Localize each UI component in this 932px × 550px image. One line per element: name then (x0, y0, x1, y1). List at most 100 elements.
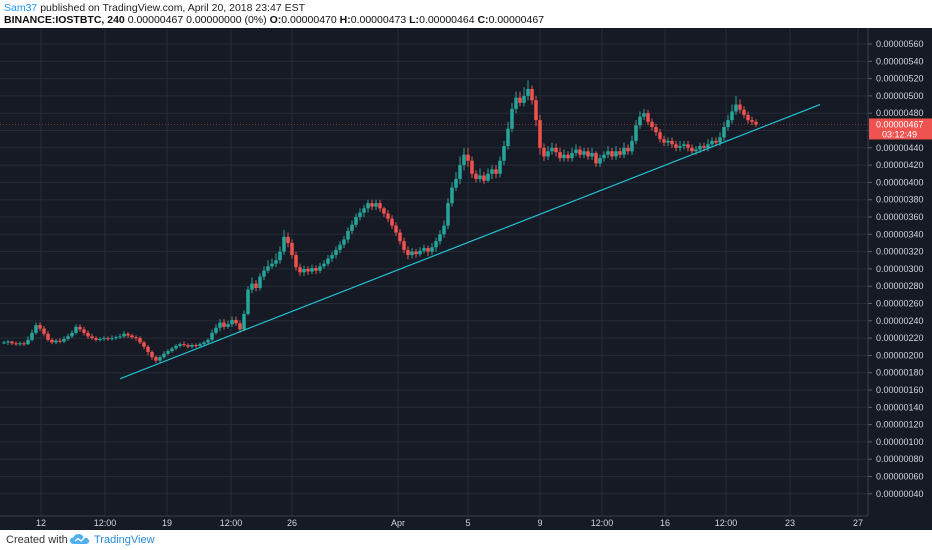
candle-body (378, 203, 382, 209)
y-tick-label: 0.00000040 (876, 489, 924, 499)
y-tick-label: 0.00000180 (876, 368, 924, 378)
author-link[interactable]: Sam37 (4, 2, 38, 14)
candle-body (90, 336, 94, 339)
candle-body (698, 146, 702, 150)
candle-body (310, 268, 314, 272)
candle-body (658, 132, 662, 140)
candle-body (706, 144, 710, 148)
candle-body (438, 234, 442, 242)
symbol-name: BINANCE:IOSTBTC, 240 (4, 14, 125, 26)
candle-body (190, 345, 194, 347)
symbol-line: BINANCE:IOSTBTC, 240 0.00000467 0.000000… (4, 14, 544, 26)
candle-body (78, 326, 82, 330)
candle-body (666, 140, 670, 143)
candle-body (430, 247, 434, 252)
trendline-layer (119, 103, 821, 380)
x-tick-label: 19 (162, 518, 172, 528)
candle-body (94, 338, 98, 340)
candle-body (746, 114, 750, 121)
candle-body (702, 146, 706, 148)
candle-body (502, 146, 506, 161)
candle-body (62, 338, 66, 342)
candles (2, 80, 758, 364)
candle-body (654, 127, 658, 133)
published-text: published on TradingView.com, April 20, … (40, 2, 306, 14)
candle-body (398, 232, 402, 242)
candle-body (394, 225, 398, 233)
y-tick-label: 0.00000200 (876, 350, 924, 360)
candle-body (642, 113, 646, 117)
candle-body (694, 149, 698, 152)
countdown-label: 03:12:49 (882, 129, 917, 139)
y-tick-label: 0.00000340 (876, 229, 924, 239)
candle-body (434, 241, 438, 248)
candle-body (566, 154, 570, 159)
y-tick-label: 0.00000420 (876, 160, 924, 170)
y-tick-label: 0.00000540 (876, 56, 924, 66)
y-tick-label: 0.00000440 (876, 143, 924, 153)
candle-body (70, 332, 74, 337)
candle-body (106, 338, 110, 340)
y-tick-label: 0.00000520 (876, 74, 924, 84)
candle-body (346, 230, 350, 240)
y-tick-label: 0.00000380 (876, 195, 924, 205)
candle-body (586, 151, 590, 157)
y-tick-label: 0.00000280 (876, 281, 924, 291)
candle-body (202, 342, 206, 345)
candle-body (286, 236, 290, 243)
candle-body (86, 332, 90, 337)
candle-body (538, 120, 542, 148)
y-tick-label: 0.00000080 (876, 454, 924, 464)
candle-body (554, 147, 558, 153)
candle-body (338, 244, 342, 250)
x-tick-label: 23 (785, 518, 795, 528)
candle-body (334, 249, 338, 256)
candle-body (98, 338, 102, 340)
x-tick-label: 9 (537, 518, 542, 528)
candle-body (82, 329, 86, 333)
candle-body (370, 203, 374, 207)
candle-body (662, 139, 666, 143)
candle-body (174, 345, 178, 349)
candle-body (54, 340, 58, 343)
candle-body (466, 154, 470, 161)
candle-body (314, 268, 318, 271)
candle-body (578, 149, 582, 155)
y-tick-label: 0.00000160 (876, 385, 924, 395)
candle-body (166, 351, 170, 354)
y-tick-label: 0.00000560 (876, 39, 924, 49)
candle-body (570, 152, 574, 159)
candle-body (14, 343, 18, 345)
tradingview-brand[interactable]: TradingView (94, 534, 155, 546)
candle-body (138, 338, 142, 343)
ohlc-close-label: C: (477, 14, 489, 26)
ohlc-low: 0.00000464 (419, 14, 475, 26)
candle-body (278, 251, 282, 261)
x-tick-label: 16 (660, 518, 670, 528)
candle-body (186, 345, 190, 347)
candle-body (622, 147, 626, 155)
publish-line: Sam37 published on TradingView.com, Apri… (4, 2, 305, 14)
y-tick-label: 0.00000360 (876, 212, 924, 222)
candle-body (206, 339, 210, 343)
candle-body (358, 212, 362, 217)
x-tick-label: 12:00 (220, 518, 243, 528)
candle-body (690, 147, 694, 152)
candle-body (526, 88, 530, 96)
candle-body (242, 313, 246, 330)
candle-body (350, 224, 354, 231)
y-tick-label: 0.00000480 (876, 108, 924, 118)
candle-body (418, 250, 422, 255)
candle-body (322, 263, 326, 267)
candle-body (178, 344, 182, 346)
candle-body (558, 152, 562, 159)
candle-body (462, 154, 466, 166)
candle-body (290, 242, 294, 256)
chart-area[interactable]: 0.00000560 0.00000540 0.00000520 0.00000500… (0, 28, 932, 530)
price-chart[interactable]: 0.00000560 0.00000540 0.00000520 0.00000500… (0, 28, 932, 530)
candle-body (730, 111, 734, 121)
candle-body (130, 335, 134, 338)
candle-body (18, 343, 22, 345)
candle-body (714, 140, 718, 143)
candle-body (738, 104, 742, 110)
